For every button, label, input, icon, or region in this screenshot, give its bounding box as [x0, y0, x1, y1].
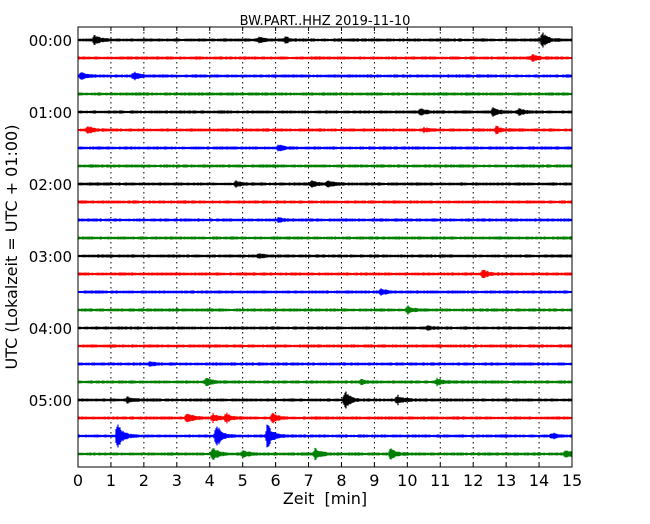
trace-00:00: [78, 32, 572, 48]
x-tick-label: 7: [303, 471, 313, 490]
trace-02:30: [78, 217, 572, 223]
grid-lines: [110, 27, 540, 467]
trace-01:30: [78, 144, 572, 152]
trace-02:00: [78, 180, 572, 188]
trace-02:15: [78, 200, 572, 204]
trace-00:15: [78, 54, 572, 62]
trace-03:45: [78, 305, 572, 315]
y-tick-label: 05:00: [29, 392, 72, 410]
x-axis-label: Zeit [min]: [283, 489, 367, 508]
traces: [78, 32, 572, 461]
trace-05:45: [78, 447, 572, 461]
x-tick-label: 2: [139, 471, 149, 490]
x-tick-label: 8: [336, 471, 346, 490]
trace-00:45: [78, 92, 572, 96]
x-tick-label: 12: [463, 471, 483, 490]
y-tick-label: 02:00: [29, 176, 72, 194]
trace-04:30: [78, 361, 572, 367]
trace-01:45: [78, 164, 572, 168]
trace-03:30: [78, 288, 572, 296]
x-tick-label: 10: [397, 471, 417, 490]
plot-frame: [77, 26, 573, 468]
y-tick-label: 01:00: [29, 104, 72, 122]
x-tick-label: 14: [529, 471, 549, 490]
x-tick-label: 13: [496, 471, 516, 490]
trace-04:15: [78, 344, 572, 348]
trace-01:00: [78, 107, 572, 117]
trace-05:30: [78, 424, 572, 448]
x-tick-label: 1: [106, 471, 116, 490]
x-tick-label: 6: [271, 471, 281, 490]
x-tick-label: 3: [172, 471, 182, 490]
x-tick-label: 11: [430, 471, 450, 490]
chart-title: BW.PART..HHZ 2019-11-10: [240, 14, 411, 29]
trace-03:15: [78, 269, 572, 279]
x-tick-label: 0: [73, 471, 83, 490]
y-tick-label: 04:00: [29, 320, 72, 338]
trace-04:00: [78, 325, 572, 331]
x-tick-label: 5: [238, 471, 248, 490]
x-tick-label: 9: [369, 471, 379, 490]
trace-01:15: [78, 125, 572, 135]
trace-04:45: [78, 377, 572, 387]
trace-03:00: [78, 253, 572, 259]
trace-02:45: [78, 236, 572, 240]
trace-05:00: [78, 391, 572, 409]
y-tick-label: 03:00: [29, 248, 72, 266]
trace-00:30: [78, 71, 572, 81]
trace-05:15: [78, 412, 572, 424]
y-axis-label: UTC (Lokalzeit = UTC + 01:00): [2, 125, 21, 370]
y-axis: 00:00 01:00 02:00 03:00 04:00 05:00: [29, 32, 572, 410]
x-tick-label: 4: [205, 471, 215, 490]
x-axis: 0 1 2 3 4 5 6 7 8 9 10 11 12 13 14 15: [73, 27, 582, 490]
x-tick-label: 15: [562, 471, 582, 490]
y-tick-label: 00:00: [29, 32, 72, 50]
